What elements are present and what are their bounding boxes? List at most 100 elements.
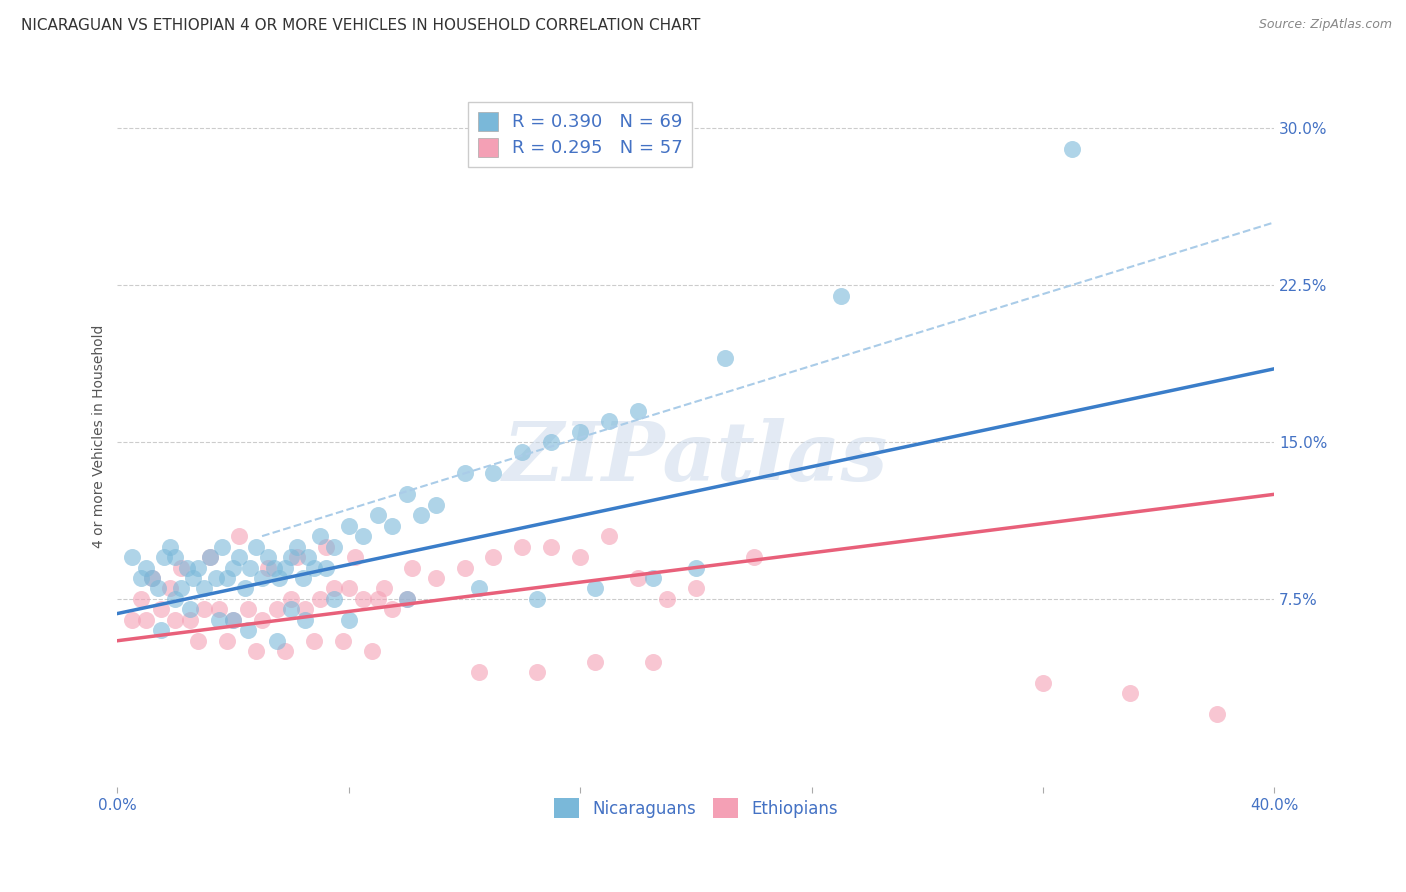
Point xyxy=(641,655,664,669)
Point xyxy=(297,549,319,564)
Point xyxy=(361,644,384,658)
Point xyxy=(482,549,505,564)
Point xyxy=(141,571,163,585)
Point xyxy=(187,560,209,574)
Point xyxy=(381,602,404,616)
Point xyxy=(598,414,620,428)
Point xyxy=(129,591,152,606)
Point xyxy=(256,549,278,564)
Point xyxy=(425,571,447,585)
Point xyxy=(263,560,285,574)
Point xyxy=(165,549,187,564)
Point xyxy=(367,508,389,523)
Point xyxy=(627,571,650,585)
Point xyxy=(302,633,325,648)
Point xyxy=(830,288,852,302)
Point xyxy=(512,445,534,459)
Point xyxy=(165,613,187,627)
Point xyxy=(222,560,245,574)
Point xyxy=(411,508,433,523)
Point xyxy=(256,560,278,574)
Point xyxy=(280,591,302,606)
Point xyxy=(453,467,475,481)
Point xyxy=(245,644,267,658)
Point xyxy=(627,403,650,417)
Point xyxy=(425,498,447,512)
Point xyxy=(152,549,174,564)
Point xyxy=(181,571,204,585)
Point xyxy=(685,582,707,596)
Point xyxy=(149,602,172,616)
Point xyxy=(1032,675,1054,690)
Point xyxy=(583,582,606,596)
Point xyxy=(1205,706,1227,721)
Point xyxy=(540,435,562,450)
Y-axis label: 4 or more Vehicles in Household: 4 or more Vehicles in Household xyxy=(93,325,107,549)
Point xyxy=(302,560,325,574)
Point xyxy=(121,613,143,627)
Point xyxy=(381,518,404,533)
Point xyxy=(149,624,172,638)
Point xyxy=(193,582,215,596)
Point xyxy=(228,529,250,543)
Point xyxy=(159,540,181,554)
Point xyxy=(401,560,423,574)
Point xyxy=(526,665,548,679)
Point xyxy=(309,529,332,543)
Point xyxy=(323,540,346,554)
Point xyxy=(337,582,360,596)
Point xyxy=(198,549,221,564)
Point xyxy=(367,591,389,606)
Point xyxy=(309,591,332,606)
Point xyxy=(453,560,475,574)
Point xyxy=(685,560,707,574)
Point xyxy=(266,633,288,648)
Point xyxy=(217,571,239,585)
Point xyxy=(1119,686,1142,700)
Point xyxy=(236,602,259,616)
Point xyxy=(239,560,262,574)
Point xyxy=(315,560,337,574)
Point xyxy=(250,571,273,585)
Point xyxy=(395,591,418,606)
Point xyxy=(141,571,163,585)
Point xyxy=(285,549,308,564)
Point xyxy=(250,613,273,627)
Point xyxy=(468,582,491,596)
Point xyxy=(208,602,231,616)
Point xyxy=(165,591,187,606)
Text: ZIPatlas: ZIPatlas xyxy=(503,417,889,498)
Point xyxy=(211,540,233,554)
Point xyxy=(395,487,418,501)
Text: Source: ZipAtlas.com: Source: ZipAtlas.com xyxy=(1258,18,1392,31)
Point xyxy=(395,591,418,606)
Point xyxy=(245,540,267,554)
Point xyxy=(159,582,181,596)
Point xyxy=(274,644,297,658)
Point xyxy=(135,613,157,627)
Point xyxy=(323,582,346,596)
Point xyxy=(294,613,316,627)
Point xyxy=(179,602,201,616)
Point xyxy=(179,613,201,627)
Point xyxy=(204,571,226,585)
Point xyxy=(198,549,221,564)
Point xyxy=(170,582,193,596)
Point xyxy=(228,549,250,564)
Point xyxy=(217,633,239,648)
Point xyxy=(598,529,620,543)
Point xyxy=(269,571,291,585)
Point xyxy=(193,602,215,616)
Point xyxy=(280,549,302,564)
Point xyxy=(315,540,337,554)
Point xyxy=(129,571,152,585)
Point xyxy=(285,540,308,554)
Point xyxy=(323,591,346,606)
Point xyxy=(352,529,374,543)
Point xyxy=(233,582,256,596)
Point xyxy=(641,571,664,585)
Point xyxy=(569,549,592,564)
Point xyxy=(332,633,354,648)
Point xyxy=(655,591,678,606)
Point xyxy=(121,549,143,564)
